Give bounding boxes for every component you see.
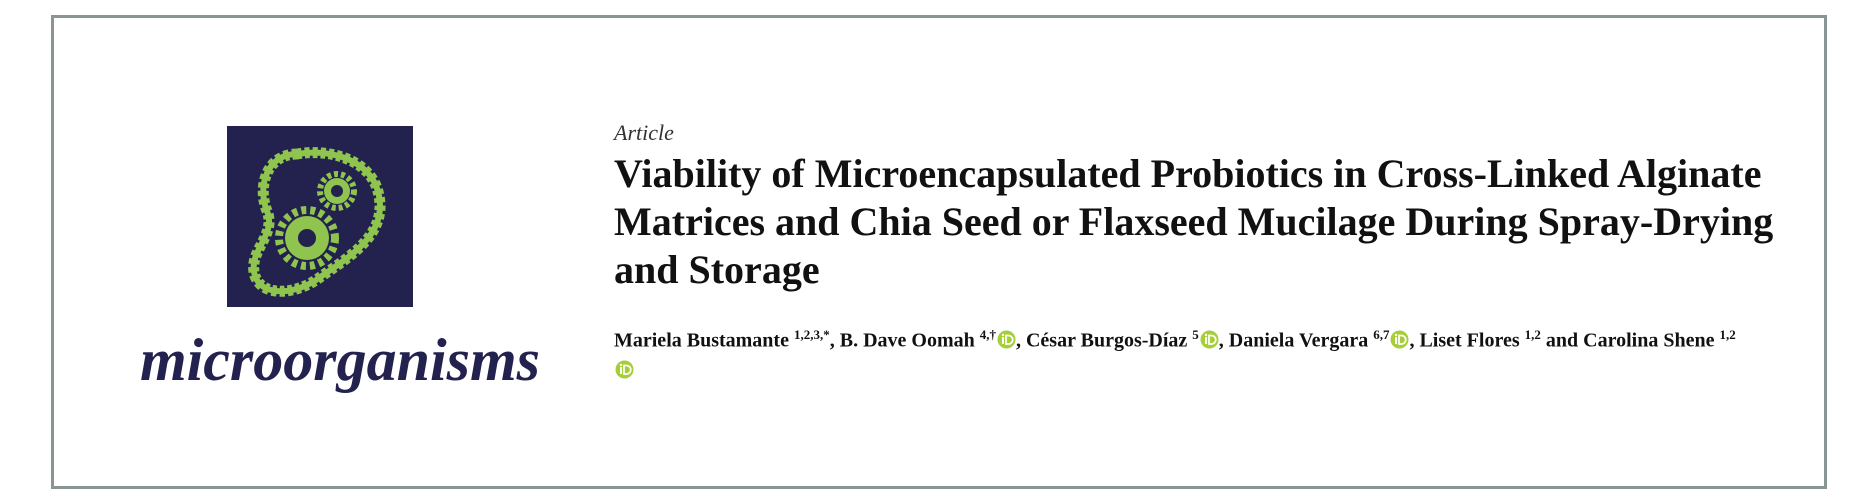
separator: , — [1409, 329, 1415, 352]
orcid-icon[interactable] — [615, 360, 634, 379]
author-name: Daniela Vergara — [1228, 329, 1369, 352]
orcid-icon[interactable] — [1390, 330, 1409, 349]
author-affiliation: 1,2 — [1524, 327, 1541, 342]
separator: , — [829, 329, 835, 352]
author-name: Liset Flores — [1419, 329, 1520, 352]
article-title: Viability of Microencapsulated Probiotic… — [614, 151, 1774, 292]
author-name: César Burgos-Díaz — [1025, 329, 1188, 352]
author-list: Mariela Bustamante 1,2,3,*, B. Dave Ooma… — [614, 320, 1754, 386]
author-affiliation: 6,7 — [1373, 327, 1390, 342]
header-frame — [51, 15, 1827, 489]
orcid-icon[interactable] — [1200, 330, 1219, 349]
separator: , — [1015, 329, 1021, 352]
journal-name: microorganisms — [139, 327, 541, 393]
author-name: B. Dave Oomah — [839, 329, 975, 352]
author-affiliation: 4,† — [979, 327, 996, 342]
author-affiliation: 5 — [1192, 327, 1199, 342]
separator: , — [1218, 329, 1224, 352]
article-type: Article — [614, 120, 674, 145]
orcid-icon[interactable] — [997, 330, 1016, 349]
author-affiliation: 1,2 — [1719, 327, 1736, 342]
author-name: Mariela Bustamante — [614, 329, 789, 352]
journal-logo — [227, 126, 413, 307]
author-affiliation: 1,2,3,* — [793, 327, 830, 342]
conjunction: and — [1545, 329, 1579, 352]
author-name: Carolina Shene — [1583, 329, 1715, 352]
